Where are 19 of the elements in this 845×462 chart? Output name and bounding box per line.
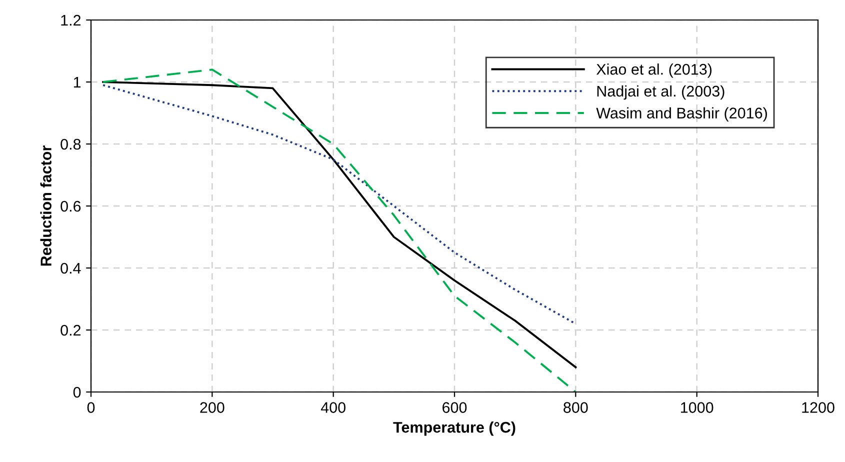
y-tick-label: 0.6 — [60, 200, 81, 212]
x-tick-label: 400 — [320, 402, 346, 413]
x-tick-label: 0 — [87, 402, 95, 413]
text: Wasim and Bashir (2016) — [596, 107, 767, 122]
y-tick-label: 0 — [73, 386, 81, 398]
x-tick-label: 600 — [442, 402, 467, 413]
x-tick-label: 1200 — [802, 402, 834, 413]
y-tick-label: 0.4 — [60, 262, 81, 274]
x-tick-label: 200 — [200, 402, 224, 413]
text: Nadjai et al. (2003) — [597, 85, 724, 100]
y-tick-label: 0.8 — [60, 138, 81, 150]
x-tick-label: 1000 — [681, 402, 714, 413]
y-axis-title: Reduction factor — [40, 146, 52, 266]
text: Xiao et al. (2013) — [596, 64, 712, 78]
x-tick-label: 800 — [564, 402, 588, 413]
y-tick-label: 1 — [74, 77, 81, 88]
y-tick-label: 0.2 — [60, 324, 81, 336]
y-tick-label: 1.2 — [61, 14, 81, 26]
x-axis-title: Temperature (°C) — [393, 422, 516, 436]
